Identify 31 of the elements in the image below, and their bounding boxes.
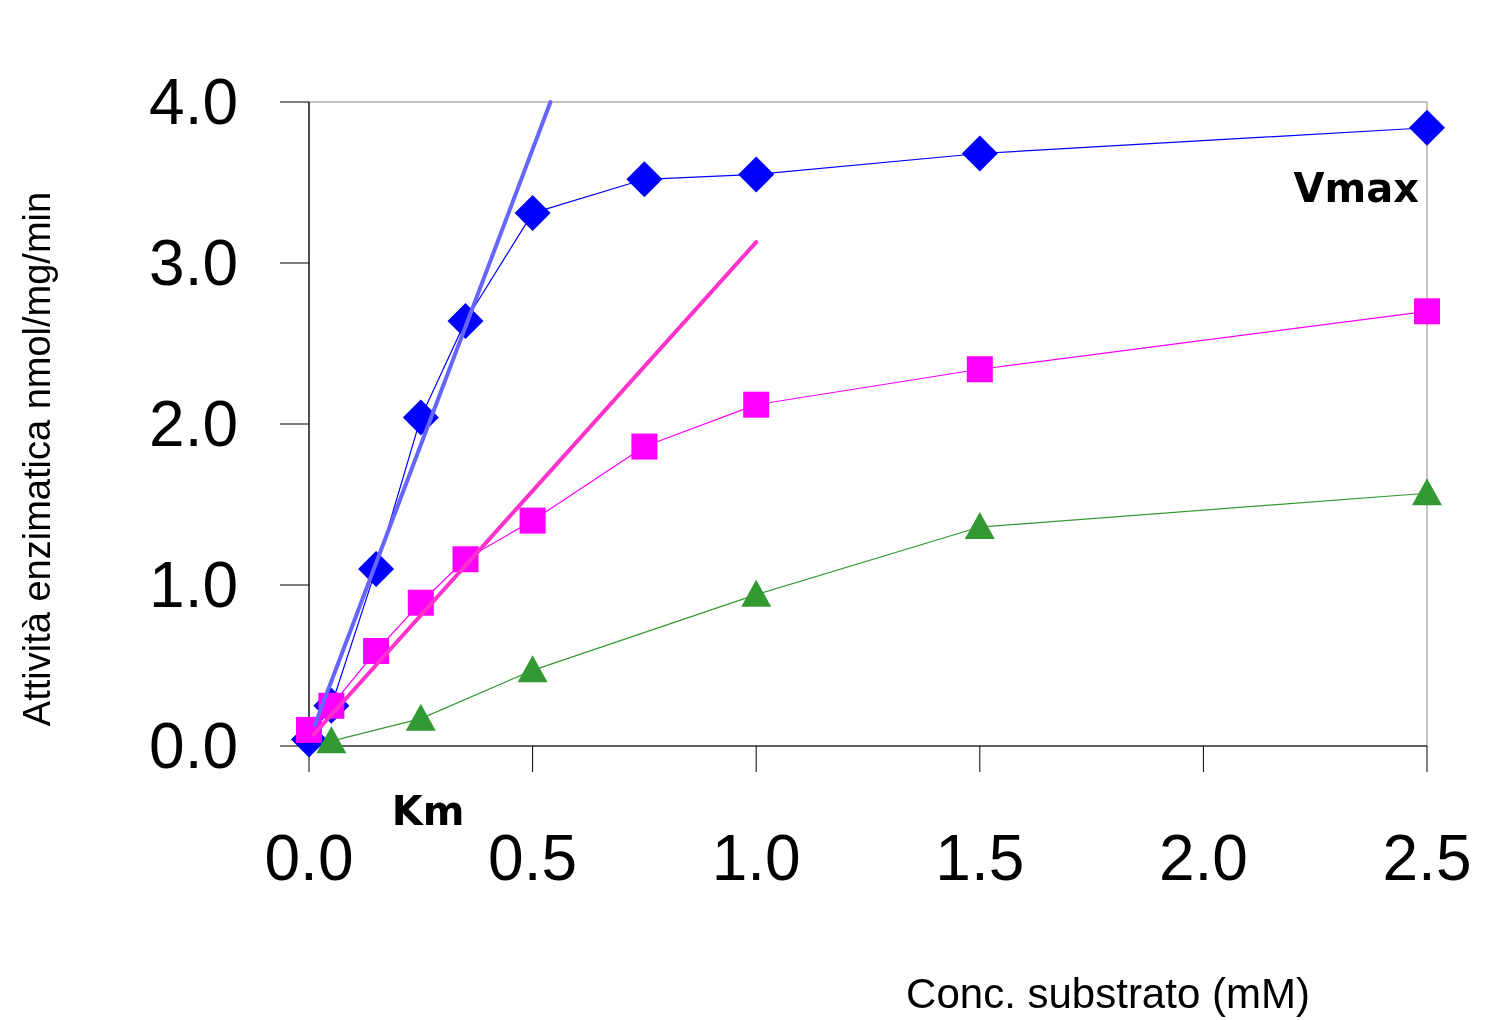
y-axis-title: Attività enzimatica nmol/mg/min [16,191,58,727]
point [738,156,775,193]
point [1414,298,1440,325]
y-tick-label: 1.0 [149,549,238,622]
point [1412,478,1442,506]
y-tick-label: 2.0 [149,388,238,461]
point [1409,109,1445,146]
x-axis-title: Conc. substrato (mM) [906,970,1310,1017]
x-tick-label: 1.0 [711,822,801,894]
point [514,195,551,232]
text: Km [391,788,465,834]
point [519,507,546,534]
point [966,356,993,383]
x-tick-label: 2.5 [1382,822,1472,894]
y-tick-label: 4.0 [149,66,238,139]
x-tick-label: 2.0 [1158,822,1248,894]
point [741,579,772,607]
x-tick-label: 0.5 [488,822,578,894]
point [631,433,658,460]
annotation: Vmax [1293,165,1420,211]
point [626,161,663,198]
point [743,391,770,418]
point [405,703,436,731]
point [964,512,995,540]
y-tick-label: 3.0 [149,227,238,300]
point [316,726,347,754]
x-tick-label: 0.0 [264,822,354,894]
point [961,135,998,172]
x-tick-label: 1.5 [935,822,1025,894]
point [517,655,548,683]
y-tick-label: 0.0 [149,710,238,783]
